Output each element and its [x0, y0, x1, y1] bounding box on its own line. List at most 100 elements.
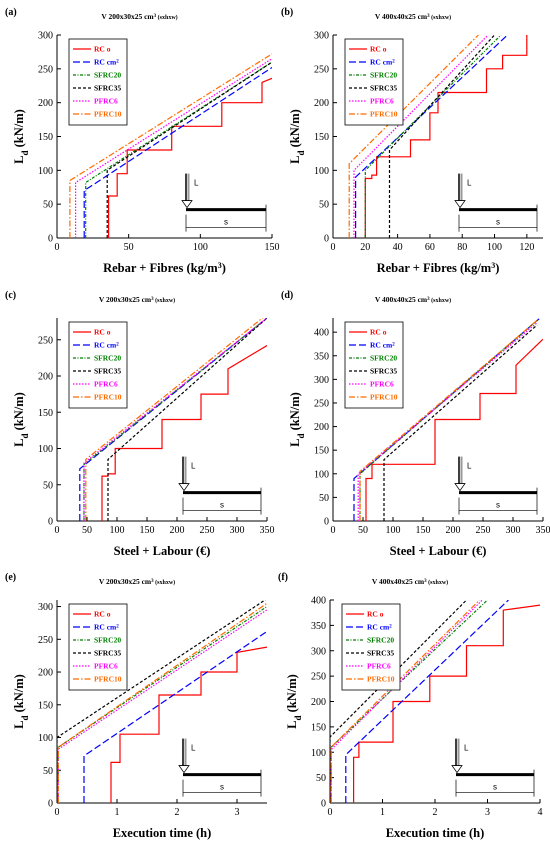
legend: RC o RC cm2 SFRC20 SFRC35 PFRC6 PFRC10	[68, 38, 128, 126]
y-axis-title-text: L	[285, 721, 299, 729]
legend-label-text: PFRC10	[94, 675, 122, 684]
legend-label: SFRC20	[94, 71, 121, 80]
y-axis-title-text: L	[288, 439, 302, 447]
y-tick-label: 150	[311, 722, 326, 733]
load-arrow-head	[178, 483, 190, 492]
panel-title-sup: 3	[154, 14, 157, 19]
y-axis-title-end: (kN/m)	[288, 392, 302, 433]
x-tick-label: 3	[235, 807, 240, 818]
y-tick-label: 350	[314, 351, 329, 362]
y-axis-title-end: (kN/m)	[12, 109, 26, 150]
x-tick-label: 60	[425, 242, 435, 253]
chart-panel-4: (d) V 400x40x25 cm3 (sxhxw)0 50 100 150 200 25…	[281, 290, 550, 558]
series-line-sfrc35	[106, 61, 272, 238]
legend-label-text: RC o	[370, 45, 387, 54]
legend-label-text: RC o	[370, 328, 387, 337]
panel-title-text: V 200x30x25 cm	[99, 577, 152, 586]
x-tick-label: 20	[360, 242, 370, 253]
x-tick-label: 0	[331, 242, 336, 253]
legend-label-text: RC o	[94, 610, 111, 619]
y-tick-label: 200	[311, 697, 326, 708]
legend-label-sup: 2	[389, 624, 392, 629]
legend: RC o RC cm2 SFRC20 SFRC35 PFRC6 PFRC10	[344, 321, 404, 409]
legend-box	[68, 321, 128, 409]
x-axis-title: Steel + Labour (€)	[114, 544, 211, 558]
panel-title-sup: 3	[424, 579, 427, 584]
legend-label: PFRC6	[94, 97, 118, 106]
y-tick-label: 0	[321, 799, 326, 810]
legend-label: SFRC35	[94, 84, 121, 93]
series-line-sfrc20	[364, 35, 502, 238]
series-group	[57, 600, 267, 803]
panel-title: V 400x40x25 cm3 (sxhxw)	[375, 295, 451, 304]
series-line-rc-o	[365, 338, 543, 521]
legend-label: PFRC10	[370, 393, 398, 402]
panel-title-text: V 400x40x25 cm	[375, 12, 428, 21]
x-tick-label: 250	[476, 525, 491, 536]
x-tick-label: 0	[55, 807, 60, 818]
x-axis-title-text: Execution time (h)	[113, 826, 212, 840]
panel-title-text: V 200x30x25 cm	[99, 295, 152, 304]
legend-box	[341, 603, 401, 691]
y-tick-label: 300	[314, 31, 329, 42]
series-line-rc-o	[353, 604, 540, 803]
legend-label: PFRC10	[94, 110, 122, 119]
x-axis-title-text: Execution time (h)	[386, 826, 485, 840]
x-tick-label: 2	[433, 807, 438, 818]
panel-title-sub: (sxhxw)	[156, 14, 178, 21]
legend-label-sup: 2	[116, 342, 119, 347]
legend-label-text: PFRC6	[367, 662, 391, 671]
series-line-rc-cm2	[83, 630, 267, 803]
load-arrow-head	[181, 200, 193, 209]
beam-inset: Ls	[178, 456, 262, 515]
legend-label-text: SFRC35	[94, 649, 121, 658]
legend: RC o RC cm2 SFRC20 SFRC35 PFRC6 PFRC10	[344, 38, 404, 126]
y-tick-label: 300	[38, 31, 53, 42]
panel-title-text: V 400x40x25 cm	[372, 577, 425, 586]
x-tick-label: 350	[536, 525, 550, 536]
load-label: L	[191, 744, 196, 753]
y-axis-title: Ld (kN/m)	[12, 392, 30, 447]
legend-label: SFRC20	[94, 354, 121, 363]
legend-label: PFRC6	[94, 380, 118, 389]
panel-title: V 400x40x25 cm3 (sxhxw)	[375, 12, 451, 21]
x-tick-label: 2	[175, 807, 180, 818]
y-tick-label: 200	[38, 668, 53, 679]
beam-inset: Ls	[454, 456, 538, 515]
series-line-pfrc10	[348, 35, 479, 238]
legend-label: PFRC6	[94, 662, 118, 671]
series-line-rc-o	[364, 35, 528, 238]
legend-label: SFRC20	[370, 354, 397, 363]
x-tick-label: 1	[380, 807, 385, 818]
legend-label: PFRC10	[94, 393, 122, 402]
y-tick-label: 250	[314, 64, 329, 75]
x-axis-title-text: Steel + Labour (€)	[114, 544, 211, 558]
legend-label-text: RC cm	[370, 341, 393, 350]
legend-label-text: PFRC10	[94, 110, 122, 119]
legend-label-sup: 2	[116, 624, 119, 629]
y-tick-label: 100	[311, 748, 326, 759]
panel-title-sub: (sxhxw)	[430, 297, 452, 304]
x-tick-label: 100	[110, 525, 125, 536]
y-tick-label: 50	[319, 493, 329, 504]
y-axis-title-sub: d	[293, 715, 303, 720]
span-label: s	[496, 218, 500, 227]
y-axis-title-text: L	[12, 439, 26, 447]
y-tick-label: 300	[38, 602, 53, 613]
chart-panel-2: (b) V 400x40x25 cm3 (sxhxw)0 20 40 60 80 100 12…	[281, 7, 543, 275]
y-axis-title: Ld (kN/m)	[12, 674, 30, 729]
legend-label-text: RC cm	[94, 623, 117, 632]
y-tick-label: 50	[43, 200, 53, 211]
y-axis-title-text: L	[12, 156, 26, 164]
legend-label: RC o	[370, 328, 387, 337]
panel-title-sub: (sxhxw)	[427, 579, 449, 586]
series-line-sfrc35	[388, 35, 495, 238]
y-tick-label: 300	[314, 375, 329, 386]
panel-title: V 200x30x25 cm3 (sxhxw)	[101, 12, 177, 21]
x-tick-label: 150	[416, 525, 431, 536]
panel-label: (a)	[5, 7, 17, 18]
series-line-rc-cm2	[345, 600, 509, 803]
series-group	[79, 318, 267, 521]
panel-title: V 200x30x25 cm3 (sxhxw)	[99, 577, 175, 586]
y-tick-label: 0	[48, 799, 53, 810]
